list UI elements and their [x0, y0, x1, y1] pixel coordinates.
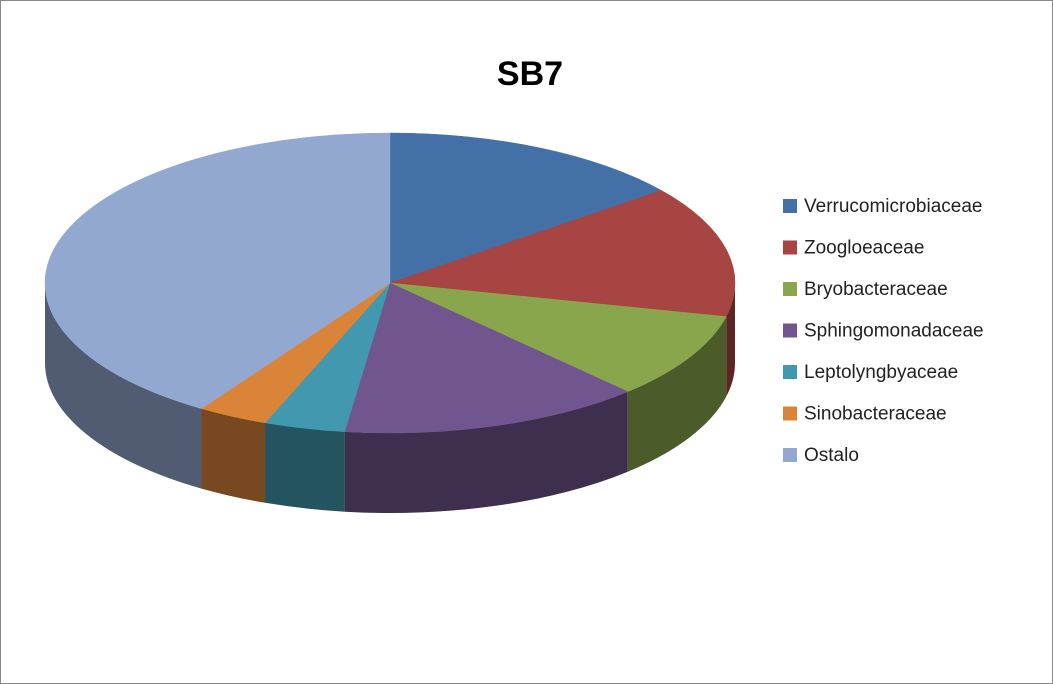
slice	[389, 132, 662, 284]
legend-swatch	[783, 365, 797, 379]
slice	[44, 132, 391, 409]
slice	[344, 282, 629, 434]
legend-swatch	[783, 448, 797, 462]
legend-swatch	[783, 282, 797, 296]
slice-side	[627, 316, 727, 472]
pie	[44, 132, 736, 513]
legend-label: Zoogloeaceae	[804, 238, 924, 259]
legend-swatch	[783, 240, 797, 255]
chart-title: SB7	[497, 55, 563, 93]
slice-side	[265, 422, 345, 512]
slice-side	[201, 408, 266, 503]
slice-side	[344, 391, 628, 513]
legend-label: Sinobacteraceae	[804, 404, 947, 425]
legend-label: Bryobacteraceae	[804, 279, 948, 300]
legend-label: Leptolyngbyaceae	[804, 362, 958, 383]
legend-swatch	[783, 323, 797, 338]
slice	[389, 190, 736, 317]
slice-side	[45, 283, 202, 489]
legend: Verrucomicrobiaceae Zoogloeaceae Bryobacte…	[783, 196, 984, 466]
slice-side	[726, 283, 735, 397]
slice	[389, 282, 727, 392]
legend-label: Sphingomonadaceae	[804, 321, 984, 342]
legend-label: Ostalo	[804, 445, 859, 466]
legend-label: Verrucomicrobiaceae	[804, 196, 982, 217]
legend-swatch	[783, 199, 797, 213]
legend-swatch	[783, 406, 797, 421]
